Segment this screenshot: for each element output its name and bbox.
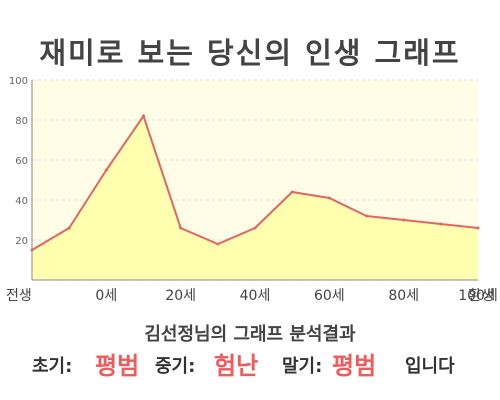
y-tick-label: 40 <box>15 196 28 207</box>
result-line: 초기: 평범 중기: 험난 말기: 평범 입니다 <box>0 346 500 386</box>
late-label: 말기: <box>282 356 323 377</box>
x-tick-label: 60세 <box>314 288 345 304</box>
x-tick-label: 80세 <box>388 288 419 304</box>
y-tick-label: 80 <box>15 116 28 127</box>
early-label: 초기: <box>32 356 73 377</box>
middle-value: 험난 <box>214 352 259 380</box>
data-point <box>67 226 71 230</box>
data-point <box>104 168 108 172</box>
y-tick-label: 100 <box>9 76 28 87</box>
x-tick-label: 환생 <box>468 288 494 304</box>
data-point <box>142 114 145 118</box>
middle-label: 중기: <box>155 356 196 377</box>
data-point <box>327 196 331 200</box>
x-tick-label: 100세 <box>458 288 498 304</box>
early-value: 평범 <box>95 352 140 380</box>
late-value: 평범 <box>332 352 377 380</box>
data-point <box>439 222 443 226</box>
data-points <box>30 114 480 252</box>
life-area-fill <box>32 116 478 280</box>
result-suffix: 입니다 <box>405 356 455 377</box>
data-point <box>365 214 368 218</box>
y-tick-label: 20 <box>15 236 28 247</box>
data-point <box>476 226 480 230</box>
analysis-title: 김선정님의 그래프 분석결과 <box>144 324 356 345</box>
x-tick-label: 전생 <box>6 288 32 304</box>
y-axis-ticks: 20 40 60 80 100 <box>9 76 28 247</box>
x-tick-label: 40세 <box>240 288 271 304</box>
y-tick-label: 60 <box>15 156 28 167</box>
x-tick-label: 20세 <box>165 288 196 304</box>
data-point <box>216 242 220 246</box>
data-point <box>402 218 406 222</box>
page-title: 재미로 보는 당신의 인생 그래프 <box>39 36 461 70</box>
x-tick-label: 0세 <box>95 288 117 304</box>
data-point <box>253 226 257 230</box>
data-point <box>179 226 183 230</box>
data-point <box>290 190 294 194</box>
